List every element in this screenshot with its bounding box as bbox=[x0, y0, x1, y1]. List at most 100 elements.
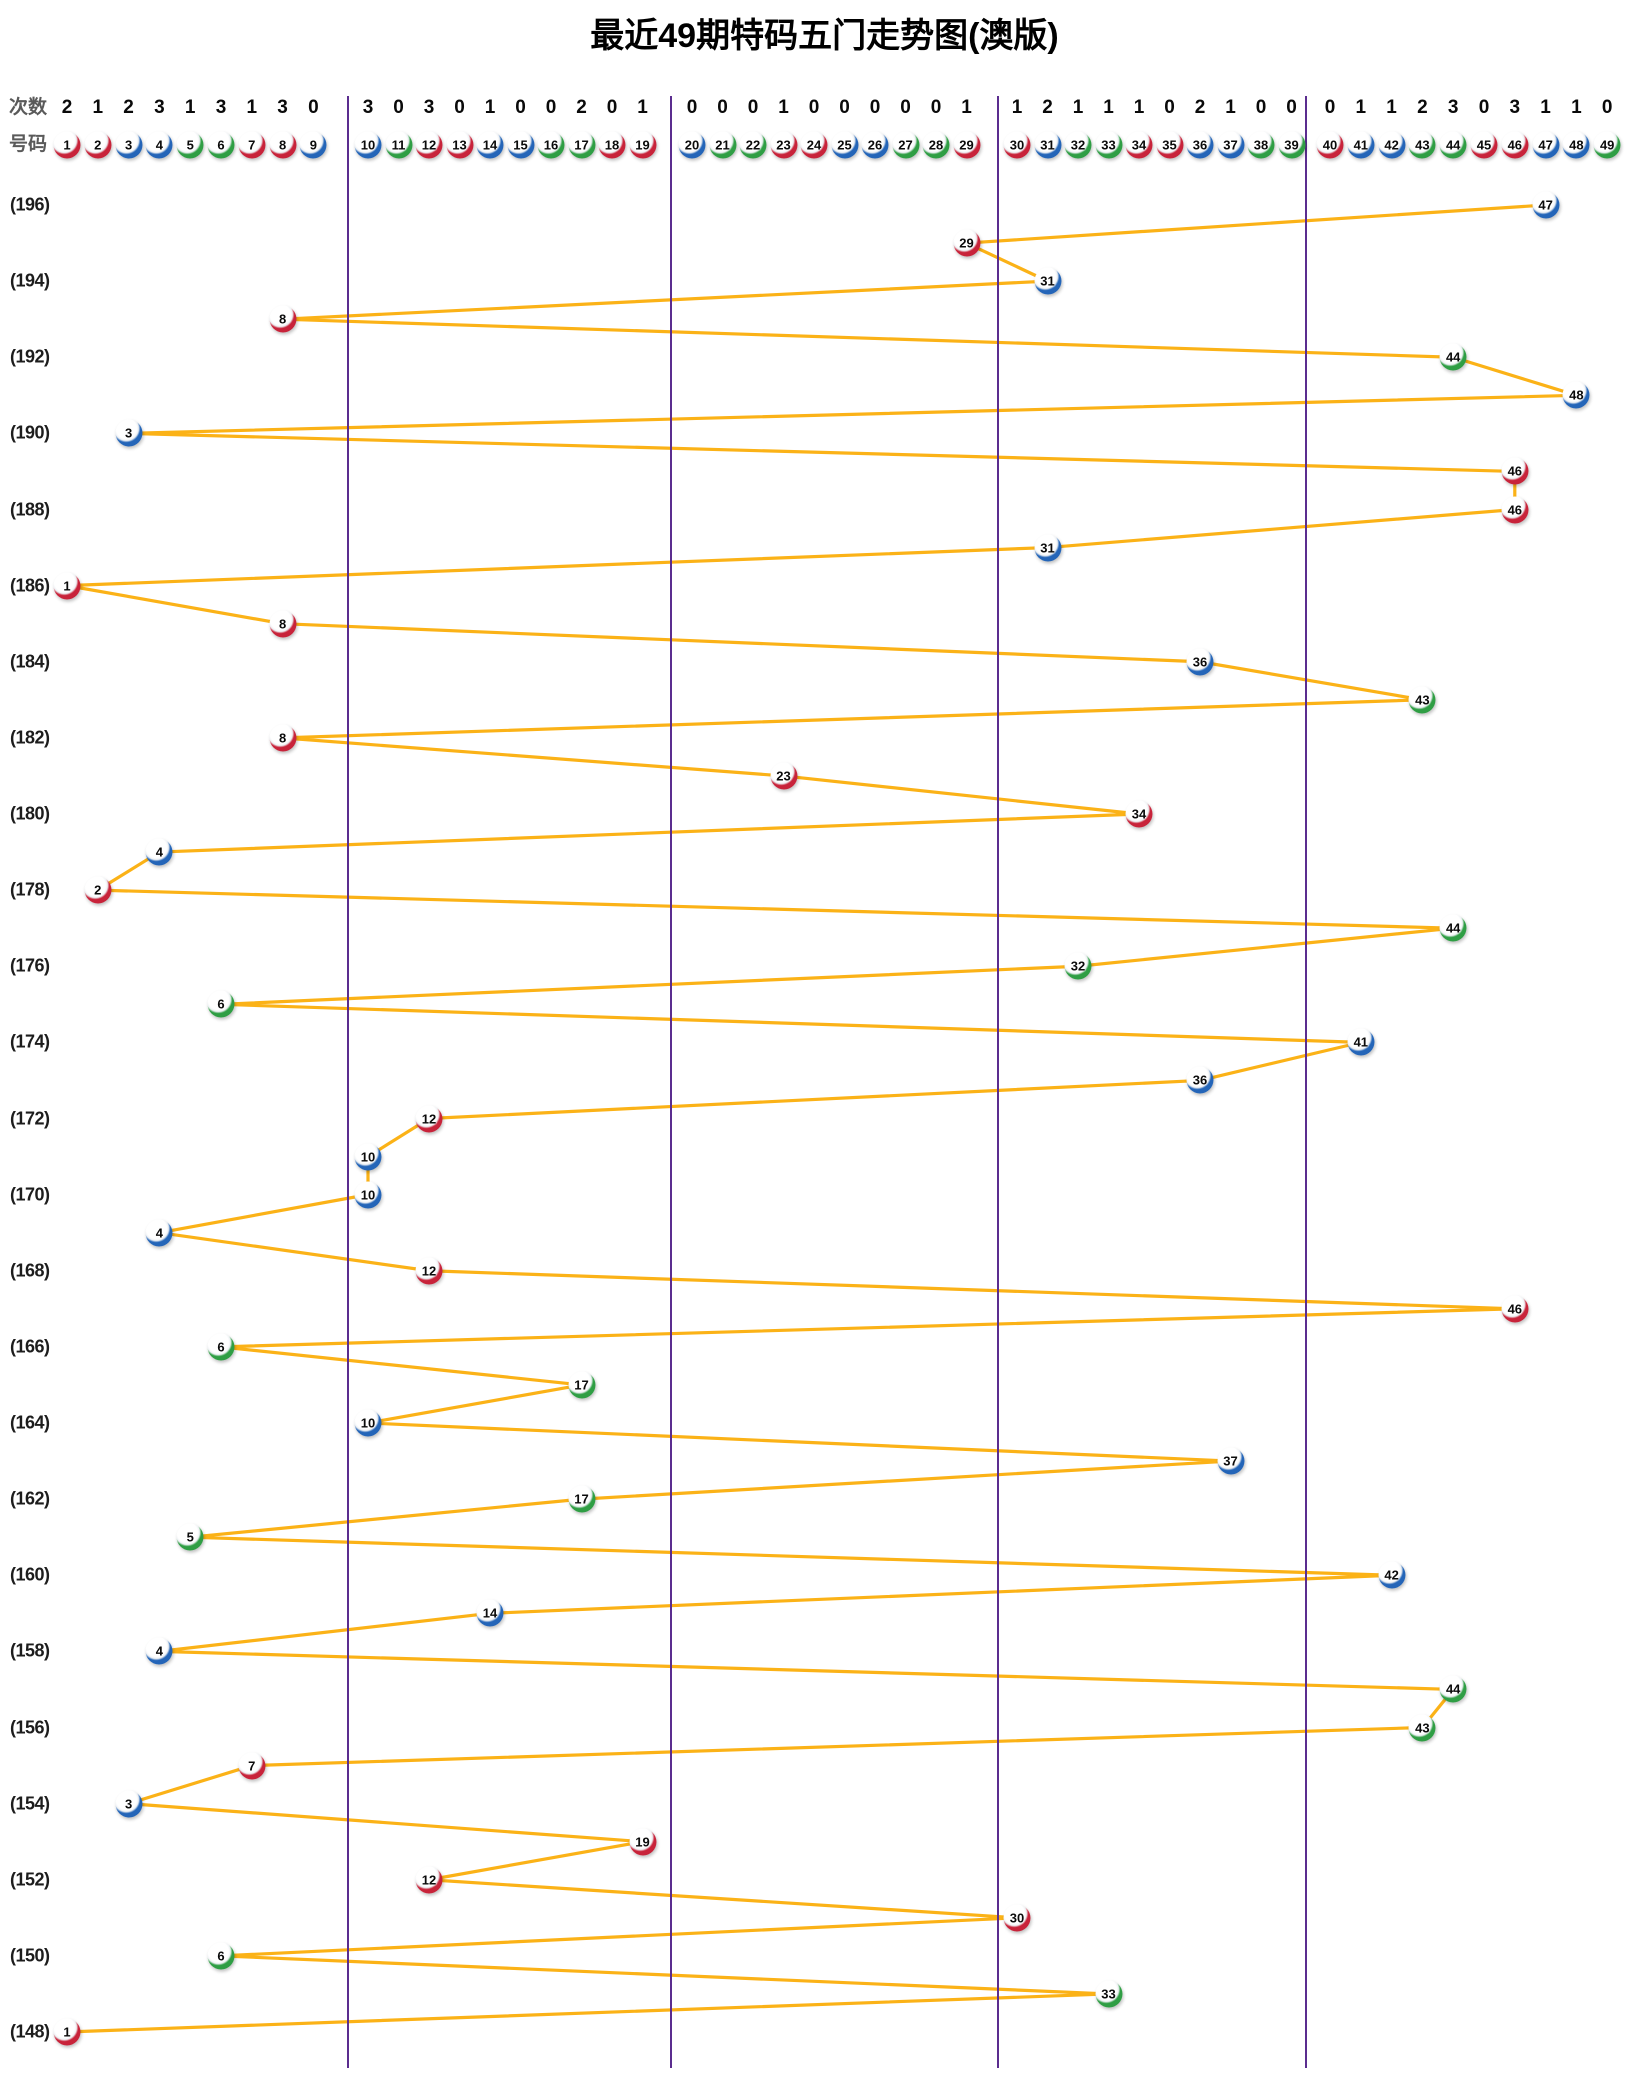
count-ball-10: 3 bbox=[362, 97, 374, 118]
count-ball-27: 0 bbox=[900, 97, 911, 118]
period-label-174: (174) bbox=[10, 1031, 50, 1052]
period-label-178: (178) bbox=[10, 879, 50, 900]
data-ball-188-46: 46 bbox=[1501, 496, 1529, 523]
header-ball-46: 46 bbox=[1501, 131, 1529, 159]
data-ball-195-29: 29 bbox=[953, 229, 980, 257]
count-ball-20: 0 bbox=[686, 97, 698, 118]
period-label-194: (194) bbox=[10, 270, 50, 291]
count-ball-1: 2 bbox=[61, 97, 73, 118]
count-ball-35: 0 bbox=[1164, 97, 1175, 118]
count-ball-13: 0 bbox=[454, 97, 465, 118]
header-ball-11: 11 bbox=[385, 131, 412, 159]
count-ball-24: 0 bbox=[808, 97, 820, 118]
period-label-190: (190) bbox=[10, 422, 50, 443]
data-ball-179-4: 4 bbox=[145, 838, 173, 866]
data-ball-171-10: 10 bbox=[354, 1143, 382, 1171]
count-ball-4: 3 bbox=[154, 97, 165, 118]
header-ball-18: 18 bbox=[598, 131, 626, 159]
count-ball-18: 0 bbox=[606, 97, 618, 118]
data-ball-167-46: 46 bbox=[1501, 1295, 1529, 1323]
header-ball-22: 22 bbox=[739, 131, 767, 159]
data-ball-160-42: 42 bbox=[1378, 1561, 1406, 1589]
period-label-154: (154) bbox=[10, 1793, 50, 1814]
data-ball-189-46: 46 bbox=[1501, 457, 1529, 485]
header-ball-49: 49 bbox=[1593, 131, 1621, 159]
header-ball-41: 41 bbox=[1347, 131, 1375, 159]
period-label-148: (148) bbox=[10, 2021, 50, 2042]
data-ball-163-37: 37 bbox=[1217, 1447, 1244, 1475]
data-ball-150-6: 6 bbox=[207, 1942, 235, 1970]
data-ball-182-8: 8 bbox=[269, 724, 297, 752]
count-ball-41: 1 bbox=[1355, 97, 1367, 118]
count-ball-17: 2 bbox=[576, 97, 587, 118]
data-ball-165-17: 17 bbox=[568, 1371, 595, 1399]
count-ball-37: 1 bbox=[1225, 97, 1236, 118]
header-ball-36: 36 bbox=[1186, 131, 1214, 159]
header-ball-20: 20 bbox=[678, 131, 706, 159]
header-ball-24: 24 bbox=[800, 131, 828, 159]
data-ball-161-5: 5 bbox=[176, 1523, 204, 1551]
data-ball-187-31: 31 bbox=[1034, 534, 1061, 562]
period-label-168: (168) bbox=[10, 1260, 50, 1281]
count-ball-16: 0 bbox=[545, 97, 557, 118]
count-ball-5: 1 bbox=[184, 97, 196, 118]
data-ball-168-12: 12 bbox=[415, 1257, 443, 1285]
header-ball-33: 33 bbox=[1095, 131, 1122, 159]
section-divider-1 bbox=[347, 96, 349, 2068]
data-ball-169-4: 4 bbox=[145, 1219, 173, 1247]
header-ball-25: 25 bbox=[831, 131, 858, 159]
period-label-166: (166) bbox=[10, 1336, 50, 1357]
count-ball-39: 0 bbox=[1286, 97, 1297, 118]
count-ball-8: 3 bbox=[277, 97, 288, 118]
count-ball-45: 0 bbox=[1478, 97, 1490, 118]
data-ball-186-1: 1 bbox=[53, 572, 81, 600]
header-ball-17: 17 bbox=[568, 131, 595, 159]
count-row-label: 次数 bbox=[9, 97, 48, 118]
count-ball-46: 3 bbox=[1509, 97, 1521, 118]
header-ball-30: 30 bbox=[1003, 131, 1031, 159]
count-ball-47: 1 bbox=[1540, 97, 1551, 118]
header-ball-6: 6 bbox=[207, 131, 235, 159]
data-ball-174-41: 41 bbox=[1347, 1028, 1375, 1056]
count-ball-23: 1 bbox=[778, 97, 789, 118]
data-ball-185-8: 8 bbox=[269, 610, 297, 638]
period-label-182: (182) bbox=[10, 727, 50, 748]
trend-polyline bbox=[65, 203, 1579, 2034]
header-ball-19: 19 bbox=[629, 131, 656, 159]
period-label-160: (160) bbox=[10, 1564, 50, 1585]
header-ball-10: 10 bbox=[354, 131, 382, 159]
section-divider-3 bbox=[997, 96, 999, 2068]
header-ball-44: 44 bbox=[1439, 131, 1467, 159]
count-ball-33: 1 bbox=[1103, 97, 1114, 118]
header-ball-7: 7 bbox=[238, 131, 266, 159]
header-ball-15: 15 bbox=[507, 131, 534, 159]
count-ball-31: 2 bbox=[1042, 97, 1053, 118]
data-ball-193-8: 8 bbox=[269, 305, 297, 333]
number-row-label: 号码 bbox=[9, 134, 48, 155]
count-ball-32: 1 bbox=[1072, 97, 1084, 118]
period-label-156: (156) bbox=[10, 1717, 50, 1737]
period-label-152: (152) bbox=[10, 1869, 50, 1890]
count-ball-34: 1 bbox=[1133, 97, 1145, 118]
data-ball-176-32: 32 bbox=[1064, 952, 1092, 980]
data-ball-149-33: 33 bbox=[1095, 1980, 1122, 2008]
data-ball-159-14: 14 bbox=[476, 1599, 504, 1627]
header-ball-31: 31 bbox=[1034, 131, 1061, 159]
data-ball-162-17: 17 bbox=[568, 1485, 595, 1513]
data-ball-194-31: 31 bbox=[1034, 267, 1061, 295]
count-ball-29: 1 bbox=[961, 97, 972, 118]
data-ball-158-4: 4 bbox=[145, 1637, 173, 1665]
period-label-196: (196) bbox=[10, 194, 50, 215]
data-ball-173-36: 36 bbox=[1186, 1066, 1214, 1094]
header-ball-1: 1 bbox=[53, 131, 81, 159]
data-ball-175-6: 6 bbox=[207, 990, 235, 1018]
data-ball-190-3: 3 bbox=[115, 419, 143, 447]
count-ball-38: 0 bbox=[1255, 97, 1267, 118]
period-label-164: (164) bbox=[10, 1412, 50, 1433]
period-label-180: (180) bbox=[10, 803, 50, 824]
data-ball-155-7: 7 bbox=[238, 1752, 266, 1780]
header-ball-43: 43 bbox=[1408, 131, 1436, 159]
header-ball-28: 28 bbox=[922, 131, 950, 159]
count-ball-42: 1 bbox=[1386, 97, 1397, 118]
